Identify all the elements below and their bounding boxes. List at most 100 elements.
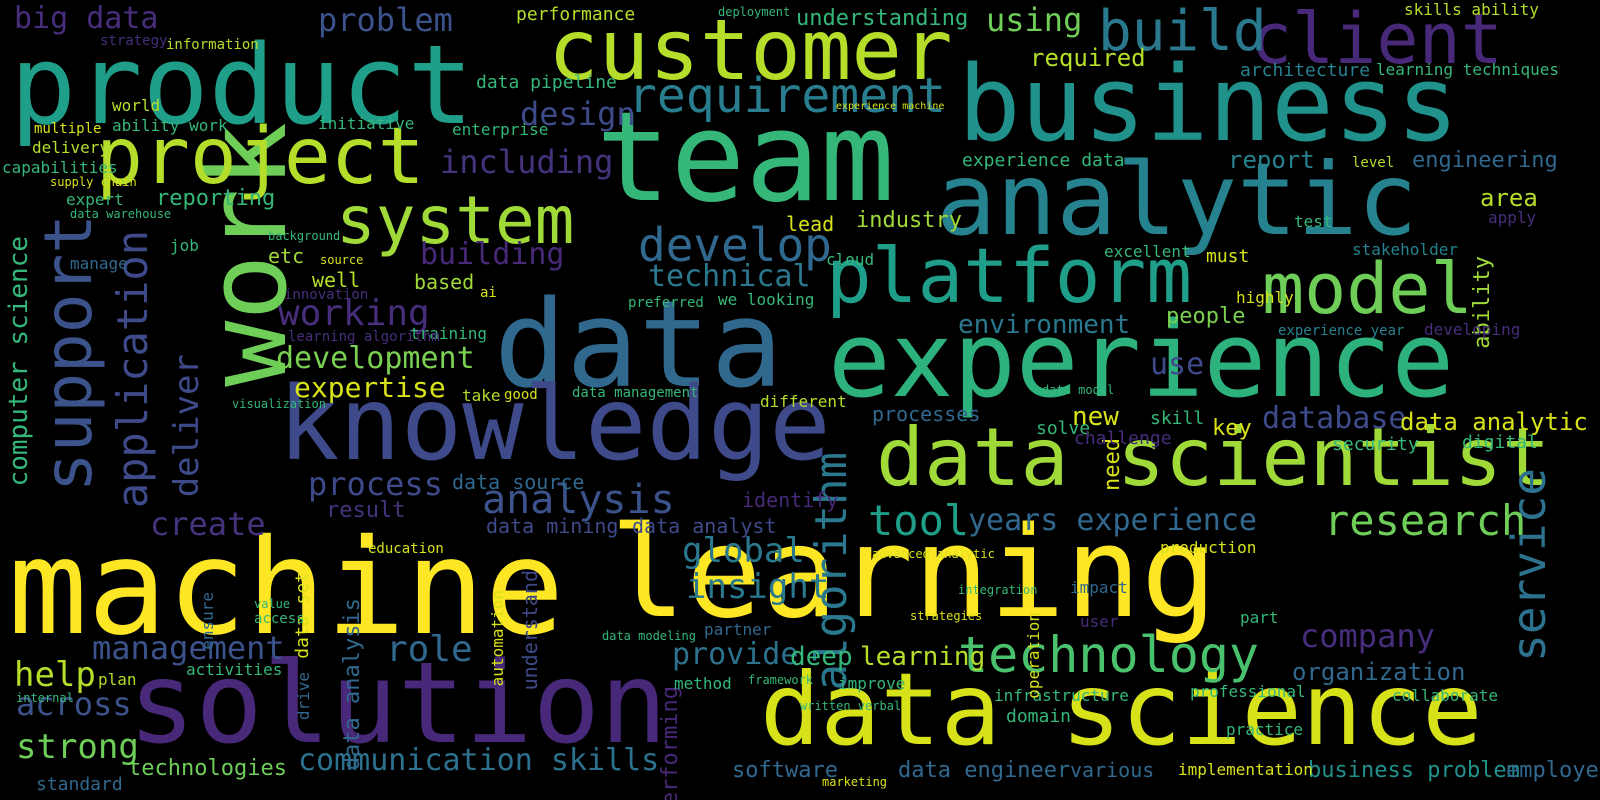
- word-tool: tool: [868, 496, 970, 545]
- word-data-science: data science: [760, 651, 1483, 768]
- word-processes: processes: [872, 402, 981, 426]
- word-technologies: technologies: [128, 756, 287, 781]
- word-skill: skill: [1150, 408, 1205, 429]
- word-world: world: [112, 96, 161, 115]
- word-initiative: initiative: [318, 114, 415, 133]
- word-experience-machine: experience machine: [836, 101, 945, 112]
- word-ability-work: ability work: [112, 116, 228, 135]
- word-develop: develop: [638, 218, 832, 272]
- word-data-mining: data mining: [486, 514, 619, 538]
- word-analytic: analytic: [936, 141, 1418, 258]
- word-integration: integration: [958, 583, 1038, 597]
- word-data-management: data management: [572, 385, 699, 401]
- word-implementation: implementation: [1178, 760, 1313, 779]
- word-use: use: [1150, 347, 1205, 382]
- word-based: based: [414, 270, 475, 294]
- word-marketing: marketing: [822, 775, 888, 789]
- word-ai: ai: [480, 285, 497, 301]
- word-data-analytic: data analytic: [1400, 408, 1588, 436]
- word-knowledge: knowledge: [278, 365, 831, 484]
- word-process: process: [308, 465, 443, 503]
- word-years-experience: years experience: [968, 503, 1257, 538]
- word-problem: problem: [318, 1, 453, 39]
- word-learning-2: learning: [860, 642, 986, 672]
- word-provide: provide: [672, 637, 799, 672]
- word-learning: learning: [610, 499, 1217, 646]
- word-expertise: expertise: [294, 371, 446, 404]
- word-professional: professional: [1190, 682, 1306, 701]
- word-take: take: [462, 386, 501, 405]
- word-identify: identify: [742, 488, 839, 512]
- word-enterprise: enterprise: [452, 120, 549, 139]
- word-must: must: [1206, 246, 1250, 267]
- word-standard: standard: [36, 774, 123, 795]
- word-industry: industry: [856, 208, 962, 233]
- word-apply: apply: [1488, 208, 1537, 227]
- word-level: level: [1352, 155, 1395, 171]
- word-people: people: [1166, 304, 1246, 329]
- word-learning-algorithm: learning algorithm: [288, 329, 440, 345]
- word-data-source: data source: [452, 470, 585, 494]
- word-partner: partner: [704, 620, 772, 639]
- word-well: well: [312, 268, 361, 292]
- word-deployment: deployment: [718, 5, 791, 19]
- word-impact: impact: [1070, 578, 1128, 597]
- word-understand: understand: [518, 570, 542, 691]
- word-lead: lead: [786, 212, 835, 236]
- word-background: background: [268, 229, 341, 243]
- word-education: education: [368, 541, 444, 557]
- word-challenge: challenge: [1074, 428, 1172, 449]
- word-research: research: [1324, 496, 1527, 545]
- word-excellent: excellent: [1104, 242, 1191, 261]
- word-help: help: [14, 655, 96, 695]
- word-build: build: [1098, 0, 1267, 64]
- word-software: software: [732, 758, 838, 783]
- word-collaborate: collaborate: [1392, 686, 1498, 705]
- word-different: different: [760, 392, 847, 411]
- word-database: database: [1262, 401, 1407, 436]
- word-employee: employee: [1506, 758, 1600, 783]
- word-information: information: [166, 37, 259, 53]
- word-framework: framework: [748, 673, 814, 687]
- word-understanding: understanding: [796, 6, 969, 31]
- word-supply-chain: supply chain: [50, 175, 137, 189]
- word-new: new: [1072, 402, 1119, 432]
- word-stakeholder: stakeholder: [1352, 240, 1458, 259]
- word-practice: practice: [1226, 720, 1304, 739]
- word-delivery: delivery: [32, 138, 110, 157]
- word-data-modeling: data modeling: [602, 629, 696, 643]
- word-using: using: [986, 1, 1083, 39]
- word-domain: domain: [1006, 706, 1072, 727]
- word-area: area: [1480, 184, 1538, 212]
- word-advanced-analytic: advanced analytic: [872, 547, 995, 561]
- word-system: system: [336, 182, 575, 259]
- word-data-analysis: data analysis: [340, 598, 365, 771]
- word-result: result: [326, 498, 406, 523]
- word-reporting: reporting: [156, 186, 276, 211]
- word-drive: drive: [294, 672, 313, 721]
- word-security: security: [1332, 434, 1419, 455]
- word-environment: environment: [958, 310, 1131, 340]
- word-operation: operation: [1024, 612, 1043, 699]
- word-data: data: [494, 276, 783, 415]
- word-digital: digital: [1462, 432, 1538, 453]
- word-across: across: [16, 685, 132, 723]
- word-access: access: [254, 611, 305, 627]
- word-project: project: [96, 112, 425, 202]
- word-technical: technical: [648, 259, 811, 294]
- word-customer: customer: [548, 1, 953, 99]
- word-internal: internal: [16, 691, 74, 705]
- word-infrastructure: infrastructure: [994, 686, 1129, 705]
- word-user: user: [1080, 612, 1119, 631]
- word-required: required: [1030, 44, 1146, 72]
- word-experience-data: experience data: [962, 150, 1125, 171]
- word-we-looking: we looking: [718, 290, 815, 309]
- word-visualization: visualization: [232, 397, 326, 411]
- word-manage: manage: [70, 254, 128, 273]
- word-ensure: ensure: [198, 592, 217, 650]
- word-production: production: [1160, 538, 1257, 557]
- word-capabilities: capabilities: [2, 158, 118, 177]
- word-building: building: [420, 237, 565, 272]
- word-experience: experience: [828, 299, 1455, 421]
- word-data-analyst: data analyst: [632, 514, 777, 538]
